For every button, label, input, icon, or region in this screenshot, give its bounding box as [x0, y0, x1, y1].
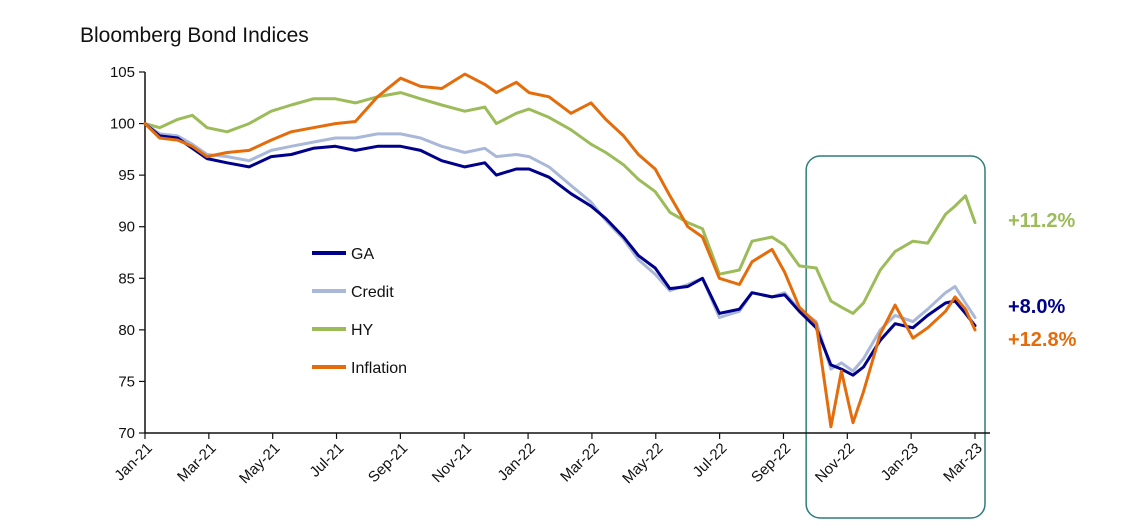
y-tick-label: 95 [118, 167, 135, 184]
legend-label-hy: HY [351, 322, 374, 339]
end-label-hy: +11.2% [1008, 210, 1076, 232]
highlight-box [805, 155, 986, 519]
series-lines [143, 72, 977, 429]
series-line-credit [143, 122, 977, 373]
chart-title: Bloomberg Bond Indices [80, 24, 309, 47]
x-tick-label: Jul-22 [690, 440, 731, 481]
x-tick-label: Sep-21 [365, 440, 411, 486]
x-tick-label: Jul-21 [306, 440, 347, 481]
x-tick-label: Jan-23 [878, 440, 922, 484]
series-line-inflation [143, 72, 977, 429]
legend-label-ga: GA [351, 246, 374, 263]
x-tick-label: Jan-22 [494, 440, 538, 484]
x-tick-label: May-22 [619, 440, 666, 487]
x-tick-label: Mar-23 [940, 440, 986, 486]
y-tick-label: 105 [110, 64, 135, 81]
legend-label-credit: Credit [351, 284, 394, 301]
x-tick-label: Nov-21 [429, 440, 475, 486]
highlight-box-layer [805, 155, 986, 519]
series-line-ga [143, 122, 977, 377]
x-tick-label: Nov-22 [812, 440, 858, 486]
x-tick-label: Mar-22 [557, 440, 603, 486]
legend: GA Credit HY Inflation [312, 246, 407, 377]
x-tick-label: Sep-22 [748, 440, 794, 486]
y-tick-label: 75 [118, 373, 135, 390]
y-tick-label: 70 [118, 425, 135, 442]
y-tick-label: 80 [118, 322, 135, 339]
end-label-inflation: +12.8% [1008, 329, 1077, 351]
y-tick-label: 85 [118, 270, 135, 287]
y-tick-label: 100 [110, 116, 135, 133]
legend-label-inflation: Inflation [351, 360, 407, 377]
end-label-ga: +8.0% [1008, 296, 1065, 318]
end-labels: +8.0% +11.2% +12.8% [1008, 210, 1077, 351]
x-tick-label: May-21 [236, 440, 283, 487]
y-tick-label: 90 [118, 219, 135, 236]
x-tick-label: Mar-21 [174, 440, 220, 486]
series-line-hy [143, 91, 977, 315]
x-tick-label: Jan-21 [111, 440, 155, 484]
